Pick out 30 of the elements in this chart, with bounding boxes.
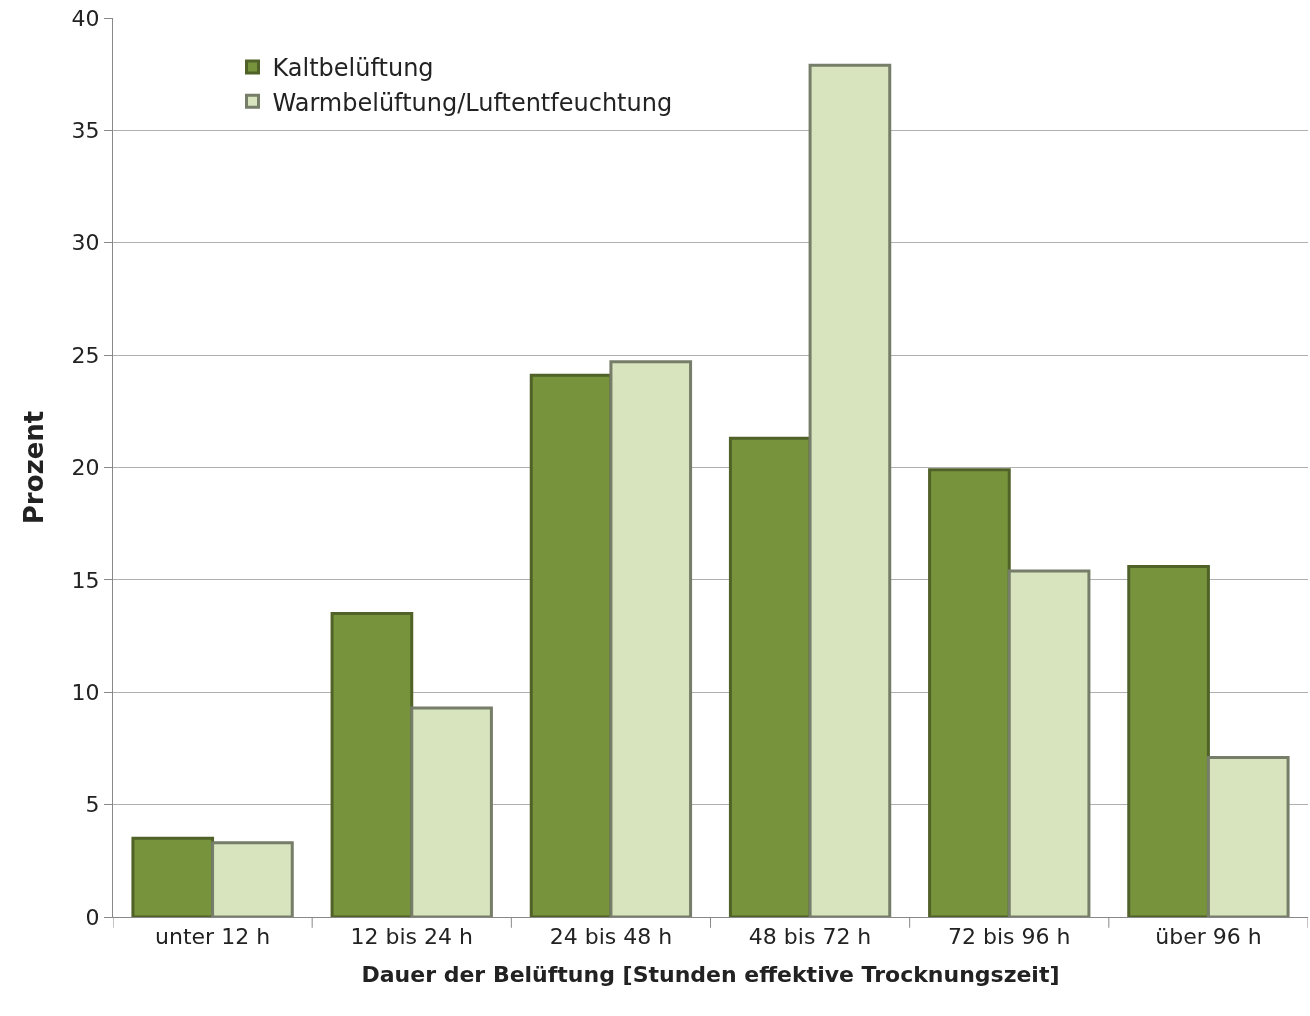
- x-tick-label: 72 bis 96 h: [948, 924, 1071, 950]
- bar: [928, 468, 1011, 917]
- bar: [1206, 755, 1290, 917]
- x-tick-label: 24 bis 48 h: [549, 924, 673, 950]
- x-tick-label: über 96 h: [1155, 924, 1262, 950]
- bar: [808, 63, 892, 917]
- bar: [131, 836, 215, 917]
- x-tick-label: 12 bis 24 h: [350, 924, 473, 950]
- y-tick-label: 25: [71, 342, 100, 368]
- legend-label: Warmbelüftung/Luftentfeuchtung: [272, 88, 673, 117]
- y-tick-label: 15: [71, 567, 100, 593]
- x-tick-label: 48 bis 72 h: [748, 924, 872, 950]
- bar: [1007, 569, 1091, 917]
- bar: [728, 436, 812, 917]
- x-tick-label: unter 12 h: [155, 924, 271, 950]
- y-tick-label: 10: [71, 679, 100, 705]
- bar: [1127, 564, 1210, 917]
- legend-label: Kaltbelüftung: [272, 54, 434, 83]
- x-axis-title: Dauer der Belüftung [Stunden effektive Trocknungszeit]: [361, 962, 1060, 988]
- y-axis-title: Prozent: [19, 410, 49, 525]
- bar: [410, 706, 493, 917]
- bar: [211, 841, 294, 917]
- bar: [609, 360, 693, 917]
- y-tick-label: 20: [71, 455, 100, 481]
- y-tick-label: 5: [85, 792, 100, 818]
- y-tick-label: 35: [71, 118, 100, 144]
- y-tick-label: 30: [71, 230, 100, 256]
- y-tick-label: 0: [85, 904, 100, 930]
- bar: [330, 612, 414, 917]
- y-tick-label: 40: [71, 5, 100, 31]
